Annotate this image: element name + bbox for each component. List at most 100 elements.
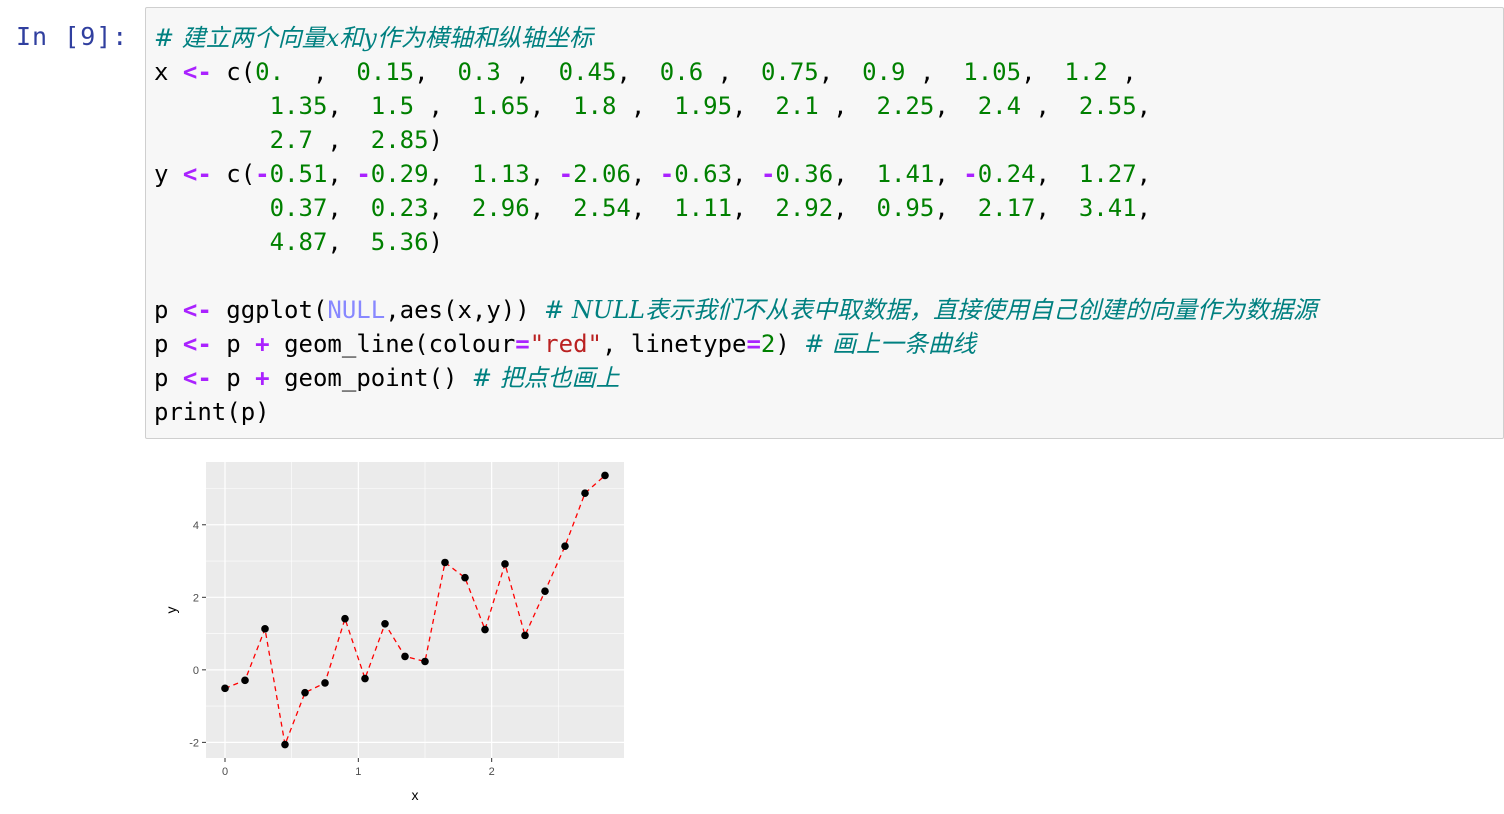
code-token: 2 — [760, 330, 776, 358]
code-token: , — [1136, 194, 1152, 222]
code-token: , — [732, 194, 776, 222]
code-token: , — [630, 160, 660, 188]
code-token: print(p) — [154, 398, 270, 426]
code-token: 2.55 — [1078, 92, 1137, 120]
code-token: p — [211, 330, 256, 358]
code-line: 1.35, 1.5 , 1.65, 1.8 , 1.95, 2.1 , 2.25… — [154, 89, 1317, 123]
code-line: y <- c(-0.51, -0.29, 1.13, -2.06, -0.63,… — [154, 157, 1317, 191]
code-line: p <- p + geom_line(colour="red", linetyp… — [154, 327, 1317, 361]
x-axis-label: x — [412, 787, 419, 803]
code-token: - — [558, 160, 574, 188]
data-point — [341, 614, 349, 623]
code-token: , — [1136, 160, 1152, 188]
code-token: geom_point() — [269, 364, 472, 392]
code-token: , — [833, 194, 877, 222]
code-token: 1.65 — [471, 92, 530, 120]
code-token: , — [428, 160, 472, 188]
code-token: , — [327, 194, 371, 222]
code-token: 2.85 — [370, 126, 429, 154]
code-token: 2.1 — [775, 92, 819, 120]
scatter-line-plot: 0 1 2 -2 0 2 4 x y — [158, 462, 624, 803]
code-token: ggplot( — [211, 296, 328, 324]
plot-panel — [206, 462, 624, 758]
code-token: 1.13 — [471, 160, 530, 188]
data-point — [241, 676, 249, 685]
code-token: p — [154, 364, 183, 392]
code-token: , — [414, 58, 458, 86]
code-token — [154, 194, 270, 222]
code-editor[interactable]: # 建立两个向量x和y作为横轴和纵轴坐标 x <- c(0. , 0.15, 0.… — [154, 21, 1317, 429]
code-token: , — [703, 58, 761, 86]
code-token: , — [414, 92, 472, 120]
x-tick-label: 1 — [355, 766, 361, 778]
code-token: = — [746, 330, 761, 358]
code-token: - — [659, 160, 675, 188]
code-token: , — [312, 126, 371, 154]
code-token: 1.35 — [269, 92, 328, 120]
code-token — [154, 228, 270, 256]
code-token: , — [616, 58, 660, 86]
code-token: ) — [428, 126, 443, 154]
x-tick-label: 2 — [489, 766, 495, 778]
code-token: 0.3 — [457, 58, 501, 86]
code-token: , — [1021, 58, 1065, 86]
code-token: c( — [211, 160, 256, 188]
code-token: 1.5 — [370, 92, 415, 120]
code-token: , — [428, 194, 472, 222]
code-line — [154, 259, 1317, 293]
code-token: , — [833, 160, 877, 188]
code-token: 0.9 — [862, 58, 906, 86]
code-token: , — [934, 92, 978, 120]
code-token: , — [500, 58, 559, 86]
code-token: ,aes(x,y)) — [385, 296, 545, 324]
code-token: + — [255, 330, 270, 358]
code-line: 4.87, 5.36) — [154, 225, 1317, 259]
code-line: x <- c(0. , 0.15, 0.3 , 0.45, 0.6 , 0.75… — [154, 55, 1317, 89]
code-token: 2.92 — [775, 194, 834, 222]
code-line: 0.37, 0.23, 2.96, 2.54, 1.11, 2.92, 0.95… — [154, 191, 1317, 225]
data-point — [301, 688, 309, 697]
code-token: y — [154, 160, 183, 188]
code-token: , — [732, 92, 776, 120]
code-token: - — [760, 160, 776, 188]
code-token: p — [211, 364, 256, 392]
code-token — [154, 126, 270, 154]
code-token: , — [327, 160, 357, 188]
code-token: 0.95 — [876, 194, 935, 222]
code-token: , — [327, 92, 371, 120]
code-token: , — [934, 194, 978, 222]
code-token: 0.63 — [674, 160, 733, 188]
code-token: 5.36 — [370, 228, 429, 256]
code-token: 1.41 — [876, 160, 935, 188]
code-token: 0.29 — [370, 160, 429, 188]
code-token: , — [630, 194, 675, 222]
code-line: p <- p + geom_point() # 把点也画上 — [154, 361, 1317, 395]
code-token: 2.17 — [977, 194, 1036, 222]
code-token: <- — [182, 330, 212, 358]
code-token: 3.41 — [1078, 194, 1137, 222]
code-token: ) — [428, 228, 443, 256]
y-tick-label: 4 — [193, 520, 199, 532]
code-token: 2.7 — [269, 126, 313, 154]
code-token: # NULL表示我们不从表中取数据，直接使用自己创建的向量作为数据源 — [544, 296, 1317, 324]
code-cell[interactable]: # 建立两个向量x和y作为横轴和纵轴坐标 x <- c(0. , 0.15, 0.… — [145, 7, 1504, 439]
code-token — [154, 262, 168, 290]
data-point — [381, 619, 389, 628]
code-token: # 建立两个向量x和y作为横轴和纵轴坐标 — [154, 24, 593, 52]
code-token: , — [1021, 92, 1079, 120]
code-token: p — [154, 330, 183, 358]
y-tick-label: 0 — [193, 665, 199, 677]
code-token: 0.45 — [558, 58, 617, 86]
code-line: p <- ggplot(NULL,aes(x,y)) # NULL表示我们不从表… — [154, 293, 1317, 327]
code-token: # 把点也画上 — [471, 364, 620, 392]
code-token: geom_line(colour — [269, 330, 516, 358]
code-token: 0.23 — [370, 194, 429, 222]
code-token: <- — [182, 160, 212, 188]
code-token: , — [529, 92, 574, 120]
code-token: = — [515, 330, 530, 358]
data-point — [401, 652, 409, 661]
code-line: print(p) — [154, 395, 1317, 429]
code-token: , — [1035, 160, 1079, 188]
code-token: , — [616, 92, 675, 120]
data-point — [601, 471, 609, 480]
